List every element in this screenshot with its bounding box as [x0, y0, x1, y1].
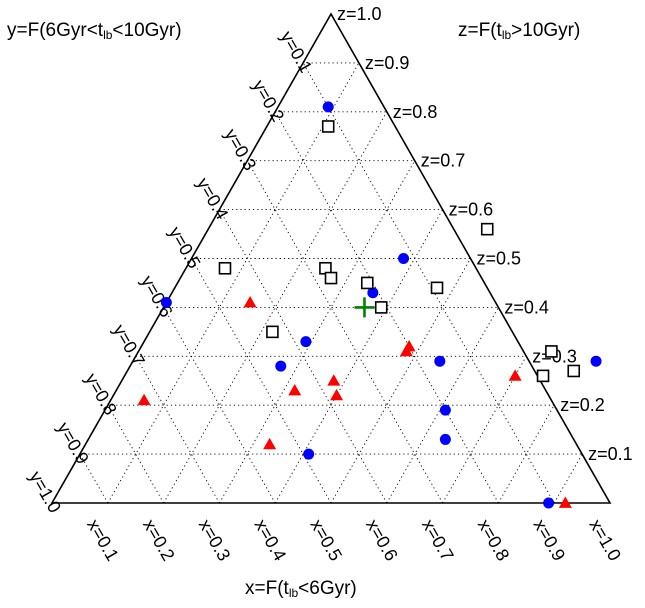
data-point-square — [266, 325, 279, 339]
z-tick-label: z=0.5 — [477, 249, 522, 269]
data-point-square — [374, 301, 388, 314]
x-tick-label: x=0.5 — [306, 516, 346, 565]
data-point-triangle — [508, 369, 522, 381]
grid — [79, 62, 583, 504]
x-tick-label: x=0.1 — [83, 516, 123, 565]
z-tick-label: z=0.6 — [449, 200, 494, 220]
data-point-circle — [160, 297, 172, 309]
gridline-y — [191, 258, 332, 504]
gridline-y — [135, 356, 220, 504]
data-point-circle — [439, 404, 451, 416]
data-point-circle — [590, 355, 602, 367]
x-tick-label: x=0.7 — [418, 516, 458, 565]
data-point-triangle — [330, 388, 344, 401]
z-tick-label: z=0.2 — [560, 395, 605, 415]
data-point-triangle — [399, 344, 413, 357]
gridline-y — [246, 160, 443, 504]
data-point-triangle — [243, 296, 257, 308]
data-points — [137, 101, 602, 509]
triangle-border — [50, 12, 612, 504]
gridline-y — [79, 453, 109, 504]
data-point-circle — [398, 253, 410, 264]
gridline-x — [330, 258, 471, 504]
z-tick-label: z=0.4 — [504, 297, 549, 317]
data-point-square — [218, 261, 232, 275]
data-point-circle — [434, 355, 446, 367]
data-point-circle — [275, 360, 287, 372]
x-tick-label: x=0.8 — [474, 516, 514, 565]
x-axis-title: x=F(tlb<6Gyr) — [245, 578, 357, 600]
data-point-triangle — [263, 437, 277, 450]
data-point-circle — [303, 448, 315, 460]
data-point-circle — [543, 497, 555, 509]
data-point-circle — [439, 433, 451, 445]
data-point-triangle — [137, 393, 151, 406]
data-point-square — [545, 345, 558, 358]
data-point-square — [321, 120, 335, 133]
data-point-circle — [367, 287, 379, 299]
z-tick-label: z=0.1 — [588, 444, 633, 464]
z-axis-title: z=F(tlb>10Gyr) — [458, 20, 581, 42]
x-tick-label: x=0.4 — [251, 516, 291, 565]
data-point-circle — [322, 101, 334, 113]
y-axis-title: y=F(6Gyr<tlb<10Gyr) — [7, 20, 182, 42]
x-tick-label: x=0.9 — [530, 516, 570, 565]
x-tick-label: x=1.0 — [585, 516, 625, 565]
x-tick-label: x=0.3 — [195, 516, 235, 565]
x-tick-label: x=0.6 — [362, 516, 402, 565]
data-point-square — [360, 276, 374, 290]
z-tick-label: z=0.9 — [365, 53, 410, 73]
data-point-triangle — [288, 384, 302, 396]
data-point-square — [567, 364, 581, 378]
z-tick-label: z=1.0 — [337, 4, 382, 24]
z-tick-label: z=0.7 — [421, 151, 466, 171]
data-point-square — [324, 271, 338, 285]
gridline-x — [553, 453, 583, 504]
gridline-x — [442, 356, 527, 504]
triangle-frame — [50, 12, 612, 504]
z-tick-label: z=0.8 — [393, 102, 438, 122]
data-point-circle — [300, 336, 312, 348]
data-point-plus — [354, 297, 375, 318]
gridline-y — [302, 62, 555, 504]
gridline-x — [219, 160, 416, 504]
data-point-square — [480, 222, 494, 236]
gridline-x — [107, 62, 360, 504]
data-point-square — [430, 281, 444, 295]
x-tick-label: x=0.2 — [139, 516, 179, 565]
data-point-square — [536, 369, 550, 383]
data-point-triangle — [327, 374, 341, 386]
data-point-triangle — [558, 496, 572, 508]
